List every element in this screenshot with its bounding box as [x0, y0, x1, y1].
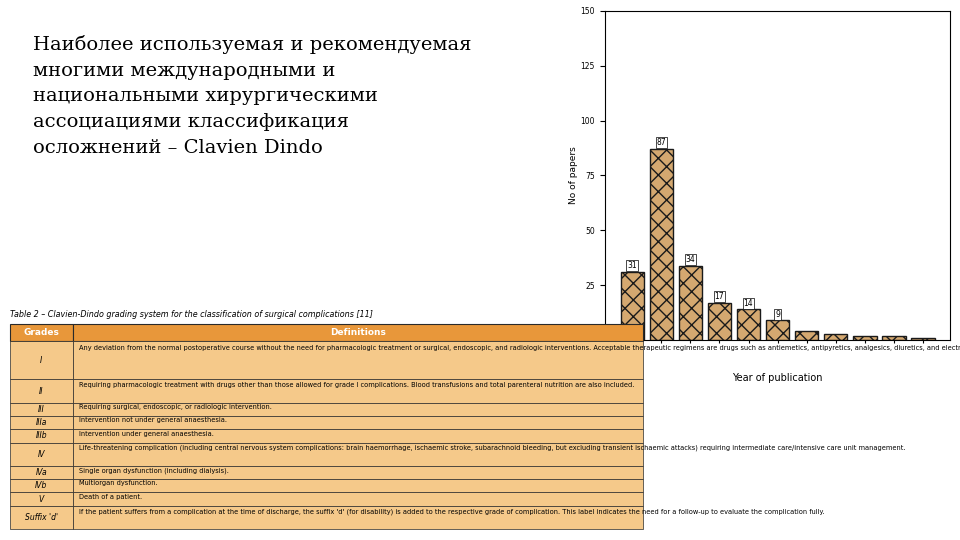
Text: 9: 9	[775, 309, 780, 319]
Bar	[708, 303, 732, 340]
FancyBboxPatch shape	[73, 479, 643, 492]
FancyBboxPatch shape	[10, 380, 73, 403]
Text: Death of a patient.: Death of a patient.	[80, 494, 142, 500]
Text: Intervention not under general anaesthesia.: Intervention not under general anaesthes…	[80, 417, 228, 423]
FancyBboxPatch shape	[10, 429, 73, 443]
Text: III: III	[37, 405, 45, 414]
Text: Any deviation from the normal postoperative course without the need for pharmaco: Any deviation from the normal postoperat…	[80, 345, 960, 350]
Text: Grades: Grades	[23, 328, 60, 337]
Bar	[650, 149, 673, 340]
Text: I: I	[40, 356, 42, 364]
Y-axis label: No of papers: No of papers	[568, 147, 578, 204]
FancyBboxPatch shape	[10, 403, 73, 416]
FancyBboxPatch shape	[73, 466, 643, 479]
Bar	[911, 338, 935, 340]
Text: II: II	[39, 387, 43, 396]
FancyBboxPatch shape	[73, 403, 643, 416]
Text: Suffix 'd': Suffix 'd'	[25, 513, 58, 522]
FancyBboxPatch shape	[73, 341, 643, 380]
Text: Table 2 – Clavien-Dindo grading system for the classification of surgical compli: Table 2 – Clavien-Dindo grading system f…	[10, 309, 372, 319]
Text: V: V	[38, 495, 44, 503]
FancyBboxPatch shape	[10, 492, 73, 505]
Text: IIIa: IIIa	[36, 418, 47, 427]
FancyBboxPatch shape	[73, 416, 643, 429]
Text: IVb: IVb	[36, 481, 47, 490]
Text: 31: 31	[627, 261, 636, 271]
Text: 34: 34	[685, 255, 695, 264]
Text: Intervention under general anaesthesia.: Intervention under general anaesthesia.	[80, 430, 214, 437]
Bar	[737, 309, 760, 340]
Text: IVa: IVa	[36, 468, 47, 477]
Text: Single organ dysfunction (including dialysis).: Single organ dysfunction (including dial…	[80, 467, 229, 474]
FancyBboxPatch shape	[73, 443, 643, 466]
Text: 14: 14	[744, 299, 754, 308]
Bar	[679, 266, 702, 340]
Bar	[795, 332, 818, 340]
Bar	[882, 336, 905, 340]
Bar	[824, 334, 848, 340]
Text: Definitions: Definitions	[330, 328, 386, 337]
Text: Multiorgan dysfunction.: Multiorgan dysfunction.	[80, 481, 158, 487]
FancyBboxPatch shape	[10, 505, 73, 529]
Bar	[620, 272, 644, 340]
FancyBboxPatch shape	[10, 479, 73, 492]
FancyBboxPatch shape	[73, 324, 643, 341]
Text: IV: IV	[37, 450, 45, 458]
FancyBboxPatch shape	[10, 416, 73, 429]
FancyBboxPatch shape	[10, 341, 73, 380]
Text: IIIb: IIIb	[36, 431, 47, 441]
Text: Requiring surgical, endoscopic, or radiologic intervention.: Requiring surgical, endoscopic, or radio…	[80, 404, 273, 410]
FancyBboxPatch shape	[73, 429, 643, 443]
FancyBboxPatch shape	[10, 443, 73, 466]
Text: If the patient suffers from a complication at the time of discharge, the suffix : If the patient suffers from a complicati…	[80, 508, 825, 515]
FancyBboxPatch shape	[73, 380, 643, 403]
FancyBboxPatch shape	[73, 492, 643, 505]
X-axis label: Year of publication: Year of publication	[732, 373, 823, 383]
Text: 17: 17	[714, 292, 724, 301]
Text: Requiring pharmacologic treatment with drugs other than those allowed for grade : Requiring pharmacologic treatment with d…	[80, 382, 635, 388]
Bar	[766, 320, 789, 340]
Bar	[853, 336, 876, 340]
FancyBboxPatch shape	[10, 324, 73, 341]
Text: Life-threatening complication (including central nervous system complications: b: Life-threatening complication (including…	[80, 445, 906, 451]
FancyBboxPatch shape	[10, 466, 73, 479]
Text: 87: 87	[657, 138, 666, 147]
Text: Наиболее используемая и рекомендуемая
многими международными и
национальными хир: Наиболее используемая и рекомендуемая мн…	[33, 35, 471, 157]
FancyBboxPatch shape	[73, 505, 643, 529]
